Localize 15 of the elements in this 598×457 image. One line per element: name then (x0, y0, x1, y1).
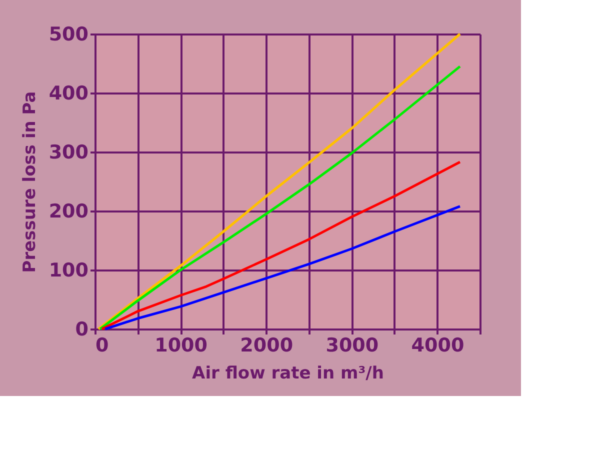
x-tick-label: 3000 (326, 334, 379, 356)
x-axis-title: Air flow rate in m³/h (192, 364, 384, 384)
y-tick-label: 0 (75, 318, 88, 340)
y-axis-title: Pressure loss in Pa (20, 91, 40, 273)
line-series (104, 205, 462, 330)
line-series (100, 160, 462, 330)
x-tick-label: 2000 (240, 334, 294, 356)
y-tick-label: 200 (48, 200, 88, 222)
y-tick-label: 500 (48, 24, 88, 46)
x-tick-label: 4000 (411, 334, 464, 356)
x-tick-label: 0 (96, 334, 109, 356)
y-tick-label: 300 (48, 142, 88, 164)
y-tick-label: 400 (48, 82, 88, 104)
x-tick-label: 1000 (154, 334, 208, 356)
y-tick-label: 100 (48, 260, 88, 282)
